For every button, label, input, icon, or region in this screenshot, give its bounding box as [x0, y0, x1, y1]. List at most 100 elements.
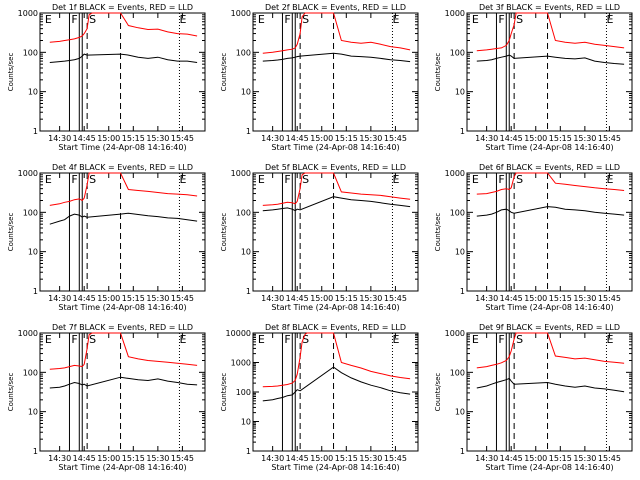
lld-series-line — [476, 12, 625, 52]
x-tick-label: 15:45 — [384, 134, 407, 143]
lld-series-line — [49, 332, 198, 370]
plot-frame — [466, 332, 633, 452]
marker-label: S — [89, 173, 96, 186]
x-tick-label: 14:30 — [261, 134, 284, 143]
x-tick-label: 14:30 — [261, 294, 284, 303]
panel-title: Det 5f BLACK = Events, RED = LLD — [265, 163, 406, 172]
x-tick-label: 15:00 — [310, 134, 333, 143]
detector-panel: Det 7f BLACK = Events, RED = LLD 1 10 100 10… — [7, 323, 206, 472]
marker-label: S — [516, 173, 523, 186]
y-tick-label: 1 — [460, 447, 465, 456]
marker-label: E — [472, 173, 479, 186]
x-tick-label: 14:45 — [73, 294, 96, 303]
x-axis-label: Start Time (24-Apr-08 14:16:40) — [58, 463, 186, 472]
x-tick-label: 15:15 — [335, 294, 358, 303]
lld-series-line — [262, 12, 411, 54]
lld-series-line — [476, 332, 625, 369]
x-tick-label: 15:30 — [573, 134, 596, 143]
y-tick-label: 1000 — [18, 169, 38, 178]
marker-label: S — [89, 333, 96, 346]
plot-frame — [39, 172, 206, 292]
x-tick-label: 14:45 — [500, 294, 523, 303]
marker-label: F — [498, 13, 504, 26]
marker-label: E — [45, 173, 52, 186]
y-tick-label: 10 — [28, 88, 38, 97]
y-axis-label: Counts/sec — [220, 53, 228, 92]
x-axis-label: Start Time (24-Apr-08 14:16:40) — [271, 463, 399, 472]
panel-title: Det 2f BLACK = Events, RED = LLD — [265, 3, 406, 12]
y-tick-label: 100 — [236, 208, 251, 217]
events-series-line — [49, 376, 198, 389]
x-axis-label: Start Time (24-Apr-08 14:16:40) — [485, 303, 613, 312]
y-tick-label: 1000 — [445, 169, 465, 178]
marker-label: E — [472, 333, 479, 346]
y-tick-label: 1000 — [445, 9, 465, 18]
x-tick-label: 15:00 — [524, 294, 547, 303]
marker-label: F — [284, 333, 290, 346]
marker-label: S — [516, 333, 523, 346]
detector-panel: Det 2f BLACK = Events, RED = LLD 1 10 100 10… — [220, 3, 419, 152]
x-tick-label: 15:00 — [310, 294, 333, 303]
x-tick-label: 15:30 — [146, 454, 169, 463]
x-axis-label: Start Time (24-Apr-08 14:16:40) — [485, 143, 613, 152]
lld-series-line — [476, 172, 625, 195]
x-tick-label: 15:15 — [549, 134, 572, 143]
marker-label: E — [392, 13, 399, 26]
plot-frame — [252, 172, 419, 292]
detector-panel: Det 9f BLACK = Events, RED = LLD 1 10 100 10… — [434, 323, 633, 472]
marker-label: F — [284, 173, 290, 186]
marker-label: E — [392, 173, 399, 186]
y-tick-label: 10 — [241, 248, 251, 257]
marker-label: S — [302, 173, 309, 186]
y-tick-label: 100 — [23, 48, 38, 57]
y-tick-label: 10 — [28, 248, 38, 257]
marker-label: E — [606, 333, 613, 346]
marker-label: F — [71, 333, 77, 346]
y-tick-label: 100 — [450, 48, 465, 57]
x-axis-label: Start Time (24-Apr-08 14:16:40) — [271, 143, 399, 152]
x-tick-label: 15:00 — [97, 294, 120, 303]
x-tick-label: 15:45 — [171, 454, 194, 463]
y-tick-label: 1 — [33, 127, 38, 136]
x-tick-label: 15:15 — [335, 134, 358, 143]
x-tick-label: 15:45 — [171, 134, 194, 143]
y-tick-label: 10 — [455, 248, 465, 257]
y-axis-label: Counts/sec — [220, 213, 228, 252]
x-tick-label: 15:45 — [598, 134, 621, 143]
lld-series-line — [49, 12, 198, 43]
marker-label: E — [472, 13, 479, 26]
panel-title: Det 1f BLACK = Events, RED = LLD — [52, 3, 193, 12]
x-tick-label: 15:30 — [359, 454, 382, 463]
marker-label: E — [45, 333, 52, 346]
plot-frame — [39, 332, 206, 452]
x-tick-label: 15:45 — [384, 454, 407, 463]
panel-title: Det 3f BLACK = Events, RED = LLD — [479, 3, 620, 12]
y-axis-label: Counts/sec — [7, 373, 15, 412]
x-tick-label: 15:15 — [122, 294, 145, 303]
y-tick-label: 1000 — [231, 169, 251, 178]
x-tick-label: 15:15 — [335, 454, 358, 463]
detector-panel: Det 4f BLACK = Events, RED = LLD 1 10 100 10… — [7, 163, 206, 312]
x-tick-label: 15:00 — [524, 454, 547, 463]
y-axis-label: Counts/sec — [220, 373, 228, 412]
y-tick-label: 1 — [246, 127, 251, 136]
y-axis-label: Counts/sec — [7, 213, 15, 252]
x-tick-label: 15:30 — [146, 134, 169, 143]
panel-title: Det 9f BLACK = Events, RED = LLD — [479, 323, 620, 332]
marker-label: E — [606, 13, 613, 26]
lld-series-line — [262, 332, 411, 388]
x-axis-label: Start Time (24-Apr-08 14:16:40) — [271, 303, 399, 312]
x-tick-label: 14:30 — [48, 454, 71, 463]
y-tick-label: 10 — [455, 408, 465, 417]
marker-label: E — [179, 13, 186, 26]
marker-label: E — [45, 13, 52, 26]
events-series-line — [476, 54, 625, 65]
detector-panel: Det 3f BLACK = Events, RED = LLD 1 10 100 10… — [434, 3, 633, 152]
x-tick-label: 15:15 — [122, 134, 145, 143]
x-tick-label: 14:30 — [475, 454, 498, 463]
x-tick-label: 14:45 — [73, 454, 96, 463]
y-tick-label: 1 — [460, 287, 465, 296]
y-tick-label: 100 — [236, 48, 251, 57]
x-tick-label: 14:30 — [48, 294, 71, 303]
y-tick-label: 100 — [23, 368, 38, 377]
